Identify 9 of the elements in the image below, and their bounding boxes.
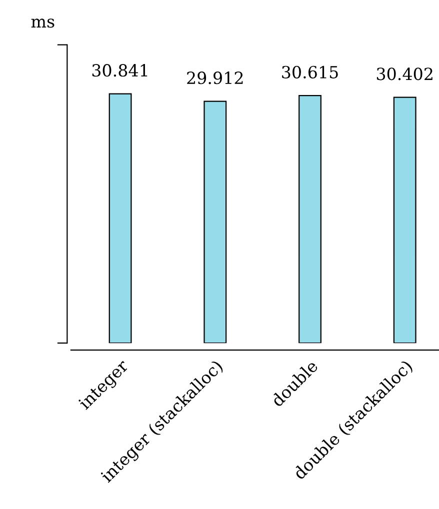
bar	[298, 95, 322, 344]
data-label: 29.912	[187, 72, 243, 84]
bar	[204, 100, 227, 344]
y-axis-title: ms	[31, 18, 54, 28]
bar	[393, 96, 416, 344]
data-label: 30.841	[92, 64, 148, 77]
bar	[108, 93, 132, 344]
data-label: 30.615	[282, 66, 338, 78]
data-label: 30.402	[376, 68, 432, 80]
